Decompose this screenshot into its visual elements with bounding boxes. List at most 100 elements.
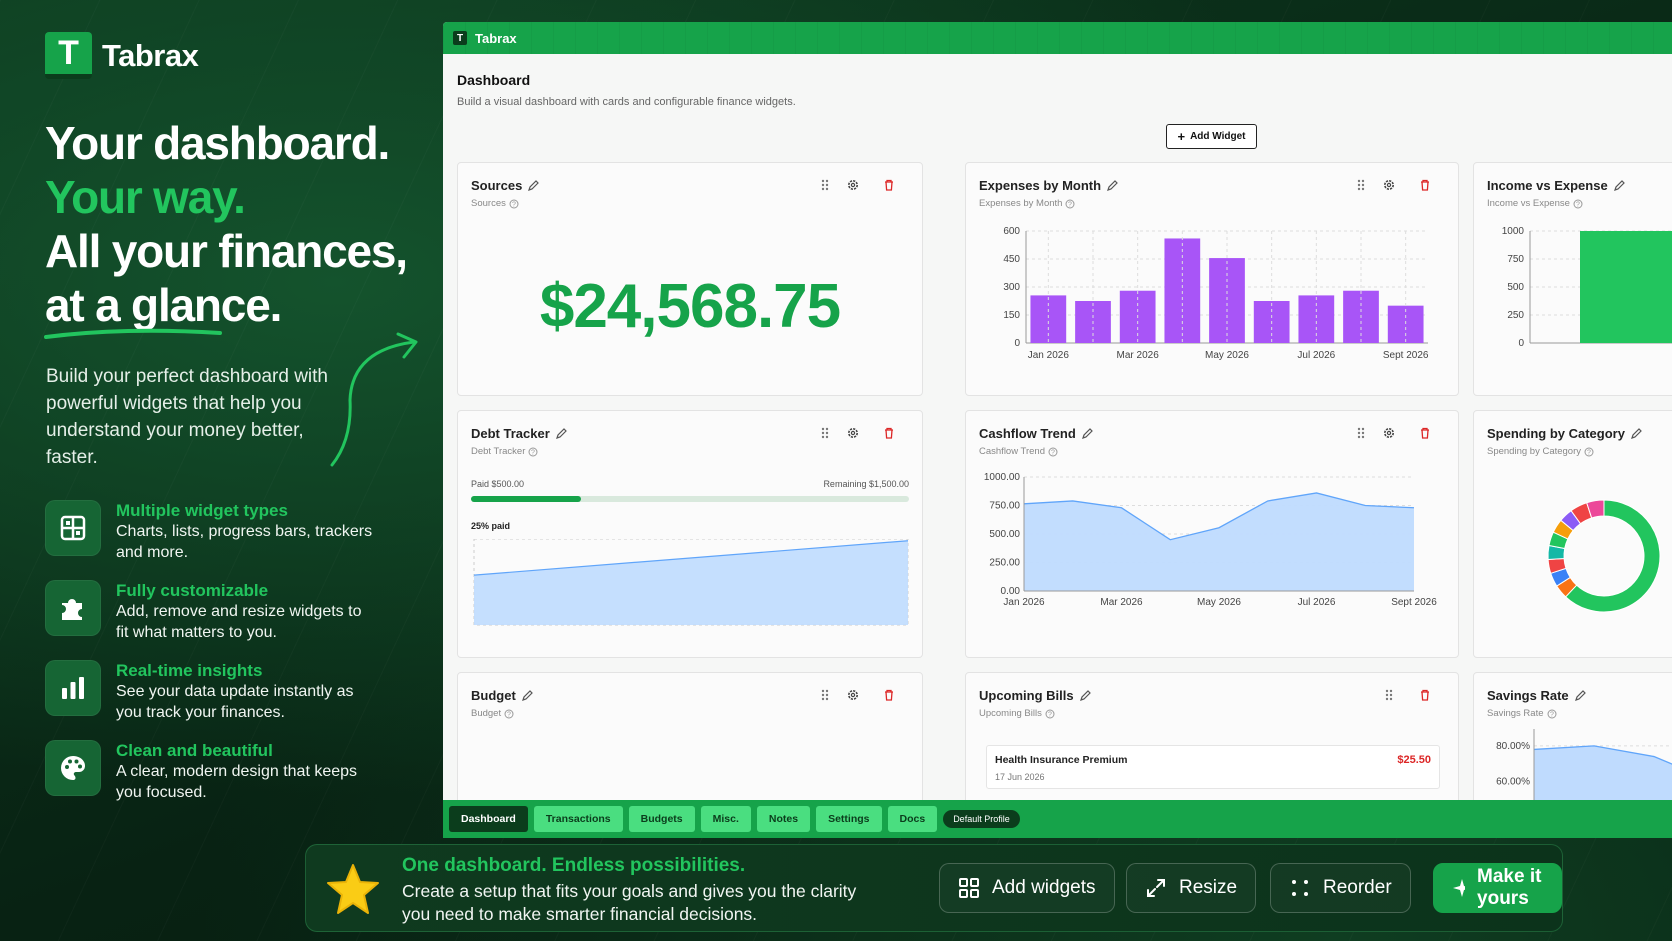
brand: T Tabrax [45,32,199,79]
feature-title: Real-time insights [116,661,263,680]
income-card: Income vs Expense Income vs Expense ? 0 2… [1473,162,1672,396]
help-icon[interactable]: ? [1065,199,1075,209]
edit-icon[interactable] [1574,690,1586,701]
page-subtitle: Build a visual dashboard with cards and … [457,96,796,108]
card-title-text: Upcoming Bills [979,688,1074,703]
tab-notes[interactable]: Notes [756,806,811,832]
x-tick-label: Sept 2026 [1383,350,1429,361]
bar-chart-icon [45,660,101,716]
gear-icon[interactable] [1382,178,1396,192]
edit-icon[interactable] [1081,428,1093,439]
y-tick-label: 300 [1003,282,1020,293]
spending-donut-chart [1547,499,1661,613]
x-tick-label: Jan 2026 [1003,597,1045,608]
drag-handle-icon[interactable] [818,178,832,192]
reorder-button[interactable]: Reorder [1270,863,1411,913]
tab-misc[interactable]: Misc. [700,806,751,832]
series-line [1023,492,1415,541]
card-title-text: Sources [471,178,523,193]
donut-slice [1586,499,1605,519]
underline-swoosh-icon [44,328,222,339]
drag-handle-icon[interactable] [1354,178,1368,192]
y-tick-label: 750.00 [989,501,1020,512]
edit-icon[interactable] [555,428,567,439]
feature-desc: See your data update instantly as you tr… [116,683,354,721]
debt-progress-track [471,496,909,502]
help-icon[interactable]: ? [1573,199,1583,209]
drag-handle-icon[interactable] [818,426,832,440]
page-title: Dashboard [457,72,531,88]
edit-icon[interactable] [1613,180,1625,191]
gear-icon[interactable] [1382,426,1396,440]
help-icon[interactable]: ? [504,709,514,719]
edit-icon[interactable] [521,690,533,701]
y-tick-label: 500.00 [989,529,1020,540]
help-icon[interactable]: ? [1584,447,1594,457]
feature-title: Clean and beautiful [116,741,273,760]
edit-icon[interactable] [1631,428,1642,439]
gear-icon[interactable] [846,178,860,192]
gear-icon[interactable] [846,426,860,440]
resize-button[interactable]: Resize [1126,863,1257,913]
feature-item: Fully customizable Add, remove and resiz… [45,580,375,641]
card-subtitle-text: Cashflow Trend [979,446,1046,457]
drag-handle-icon[interactable] [818,688,832,702]
svg-text:?: ? [1048,711,1052,718]
tab-docs[interactable]: Docs [887,806,938,832]
card-title-text: Debt Tracker [471,426,550,441]
edit-icon[interactable] [1079,690,1091,701]
card-subtitle: Cashflow Trend ? [979,446,1058,457]
edit-icon[interactable] [528,180,540,191]
feature-desc: A clear, modern design that keeps you fo… [116,763,358,801]
trash-icon[interactable] [882,688,896,702]
trash-icon[interactable] [1418,688,1432,702]
card-title-text: Spending by Category [1487,426,1625,441]
add-widget-button[interactable]: + Add Widget [1166,124,1257,149]
drag-handle-icon[interactable] [1354,426,1368,440]
trash-icon[interactable] [882,178,896,192]
svg-text:?: ? [512,201,516,208]
card-subtitle: Expenses by Month ? [979,198,1075,209]
y-tick-label: 0 [1518,338,1524,349]
bill-amount: $25.50 [1397,754,1431,766]
drag-handle-icon[interactable] [1382,688,1396,702]
svg-text:?: ? [507,711,511,718]
help-icon[interactable]: ? [1547,709,1557,719]
trash-icon[interactable] [1418,426,1432,440]
debt-labels: Paid $500.00 Remaining $1,500.00 [471,479,909,489]
card-tools [1382,688,1432,702]
help-icon[interactable]: ? [1045,709,1055,719]
edit-icon[interactable] [1107,180,1118,191]
card-tools [818,178,896,192]
trash-icon[interactable] [1418,178,1432,192]
tab-dashboard[interactable]: Dashboard [449,806,528,832]
drag-dots-icon [1292,880,1308,896]
help-icon[interactable]: ? [1048,447,1058,457]
svg-text:?: ? [1587,449,1591,456]
card-subtitle-text: Savings Rate [1487,708,1544,719]
x-tick-label: May 2026 [1197,597,1241,608]
trash-icon[interactable] [882,426,896,440]
bill-list-item[interactable]: Health Insurance Premium 17 Jun 2026 $25… [986,745,1440,789]
y-tick-label: 150 [1003,310,1020,321]
feature-desc: Charts, lists, progress bars, trackers a… [116,523,373,561]
card-title: Upcoming Bills [979,688,1091,703]
help-icon[interactable]: ? [528,447,538,457]
help-icon[interactable]: ? [509,199,519,209]
feature-desc: Add, remove and resize widgets to fit wh… [116,603,362,641]
gear-icon[interactable] [846,688,860,702]
add-widgets-button[interactable]: Add widgets [939,863,1115,913]
donut-slice [1564,499,1661,613]
make-it-yours-button[interactable]: Make it yours [1433,863,1562,913]
tab-settings[interactable]: Settings [816,806,882,832]
x-tick-label: Jul 2026 [1298,597,1336,608]
card-title-text: Cashflow Trend [979,426,1076,441]
brand-logo: T [45,32,92,79]
tab-transactions[interactable]: Transactions [533,806,623,832]
y-tick-label: 60.00% [1496,776,1530,787]
profile-selector[interactable]: Default Profile [943,810,1020,828]
card-subtitle-text: Debt Tracker [471,446,526,457]
tab-budgets[interactable]: Budgets [628,806,695,832]
make-it-yours-label: Make it yours [1477,866,1542,909]
feature-item: Clean and beautiful A clear, modern desi… [45,740,375,801]
